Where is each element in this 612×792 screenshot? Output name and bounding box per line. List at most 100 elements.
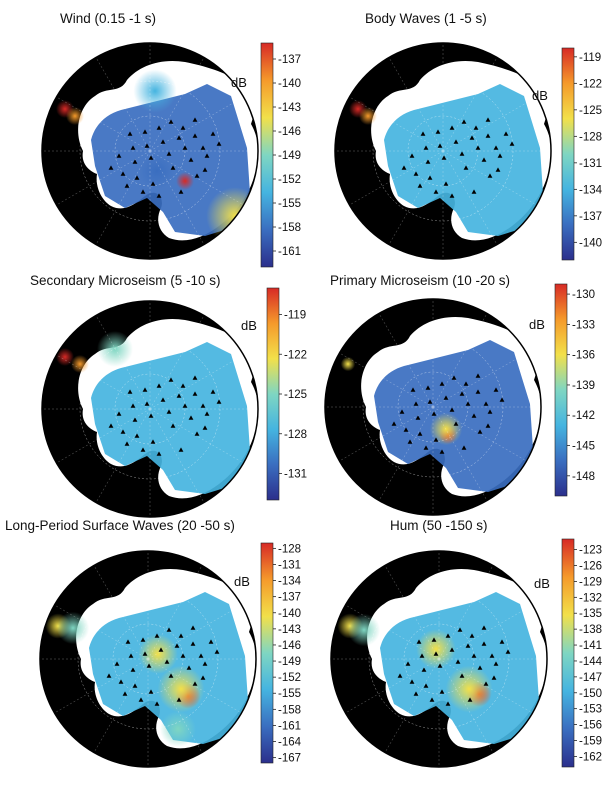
station-marker bbox=[170, 423, 176, 428]
station-marker bbox=[154, 633, 160, 638]
station-marker bbox=[198, 653, 204, 658]
longitude-line bbox=[147, 658, 203, 753]
station-marker bbox=[188, 415, 194, 420]
station-marker bbox=[176, 393, 182, 398]
noise-hotspot bbox=[56, 348, 74, 366]
station-marker bbox=[503, 131, 509, 136]
colorbar-tick-label: -145 bbox=[572, 441, 595, 453]
station-marker bbox=[156, 125, 162, 130]
station-marker bbox=[477, 429, 483, 434]
station-marker bbox=[130, 145, 136, 150]
station-marker bbox=[200, 403, 206, 408]
noise-hotspot bbox=[139, 153, 175, 189]
noise-hotspot bbox=[416, 629, 456, 669]
station-marker bbox=[210, 389, 216, 394]
station-marker bbox=[417, 431, 423, 436]
colorbar-tick-label: -149 bbox=[278, 656, 301, 668]
panel-secondary-microseism: Secondary Microseism (5 -10 s) dB -119 -1… bbox=[5, 270, 307, 530]
station-marker bbox=[433, 651, 439, 656]
longitude-line bbox=[149, 57, 205, 152]
station-marker bbox=[132, 417, 138, 422]
colorbar-tick-label: -167 bbox=[278, 753, 301, 765]
station-marker bbox=[124, 183, 130, 188]
station-marker bbox=[433, 437, 439, 442]
noise-hotspot bbox=[133, 69, 177, 113]
colorbar-gradient bbox=[266, 287, 280, 501]
station-marker bbox=[410, 387, 416, 392]
colorbar: -119 -122 -125 -128 -131 -134 -137 -140 bbox=[561, 47, 603, 261]
colorbar-tick-label: -125 bbox=[284, 389, 307, 401]
station-marker bbox=[182, 145, 188, 150]
colorbar-tick-label: -148 bbox=[572, 471, 595, 483]
station-marker bbox=[457, 627, 463, 632]
station-marker bbox=[397, 673, 403, 678]
station-marker bbox=[146, 663, 152, 668]
longitude-line bbox=[147, 658, 242, 714]
station-marker bbox=[202, 167, 208, 172]
noise-field bbox=[384, 84, 544, 236]
station-marker bbox=[108, 165, 114, 170]
colorbar-gradient bbox=[561, 538, 575, 768]
noise-hotspot bbox=[176, 172, 194, 190]
station-marker bbox=[188, 157, 194, 162]
station-marker bbox=[437, 663, 443, 668]
station-marker bbox=[413, 691, 419, 696]
station-marker bbox=[449, 193, 455, 198]
station-marker bbox=[469, 633, 475, 638]
colorbar-tick-label: -144 bbox=[579, 656, 603, 668]
station-marker bbox=[160, 139, 166, 144]
station-marker bbox=[204, 153, 210, 158]
station-marker bbox=[449, 647, 455, 652]
station-marker bbox=[168, 673, 174, 678]
station-marker bbox=[202, 661, 208, 666]
colorbar-tick-label: -130 bbox=[572, 289, 595, 301]
colorbar-tick-label: -153 bbox=[579, 704, 602, 716]
longitude-line bbox=[384, 658, 440, 753]
station-marker bbox=[127, 389, 133, 394]
station-marker bbox=[459, 673, 465, 678]
station-marker bbox=[493, 145, 499, 150]
colorbar-tick-label: -152 bbox=[278, 672, 301, 684]
colorbar-tick-label: -119 bbox=[579, 52, 601, 64]
station-marker bbox=[483, 681, 489, 686]
panel-title: Secondary Microseism (5 -10 s) bbox=[30, 273, 221, 288]
longitude-line bbox=[388, 150, 444, 245]
station-marker bbox=[485, 117, 491, 122]
station-marker bbox=[459, 391, 465, 396]
longitude-line bbox=[384, 565, 440, 660]
panel-title: Primary Microseism (10 -20 s) bbox=[330, 273, 511, 288]
station-marker bbox=[192, 133, 198, 138]
station-marker bbox=[142, 129, 148, 134]
colorbar-tick-label: -129 bbox=[579, 576, 602, 588]
longitude-line bbox=[95, 150, 151, 245]
station-marker bbox=[493, 661, 499, 666]
station-marker bbox=[120, 171, 126, 176]
colorbar-tick-label: -147 bbox=[579, 672, 602, 684]
station-marker bbox=[144, 401, 150, 406]
colorbar-tick-label: -136 bbox=[572, 350, 595, 362]
station-marker bbox=[399, 409, 405, 414]
station-marker bbox=[491, 675, 497, 680]
station-marker bbox=[485, 133, 491, 138]
station-marker bbox=[166, 409, 172, 414]
noise-hotspot bbox=[56, 611, 90, 645]
colorbar: -128 -131 -134 -137 -140 -143 -146 -149 -152 -155… bbox=[260, 542, 302, 765]
map-border bbox=[330, 550, 548, 768]
station-marker bbox=[441, 155, 447, 160]
station-marker bbox=[168, 377, 174, 382]
colorbar-tick-label: -134 bbox=[278, 576, 302, 588]
station-marker bbox=[499, 639, 505, 644]
station-marker bbox=[160, 397, 166, 402]
map-border bbox=[41, 300, 259, 518]
colorbar-unit-label: dB bbox=[231, 75, 247, 90]
station-marker bbox=[461, 445, 467, 450]
station-marker bbox=[475, 373, 481, 378]
colorbar-tick-label: -139 bbox=[572, 380, 595, 392]
station-marker bbox=[202, 425, 208, 430]
antarctica-noise-map bbox=[330, 550, 548, 768]
colorbar-unit-label: dB bbox=[529, 317, 545, 332]
station-marker bbox=[509, 141, 515, 146]
colorbar-tick-label: -143 bbox=[278, 624, 301, 636]
station-marker bbox=[166, 627, 172, 632]
station-marker bbox=[471, 189, 477, 194]
